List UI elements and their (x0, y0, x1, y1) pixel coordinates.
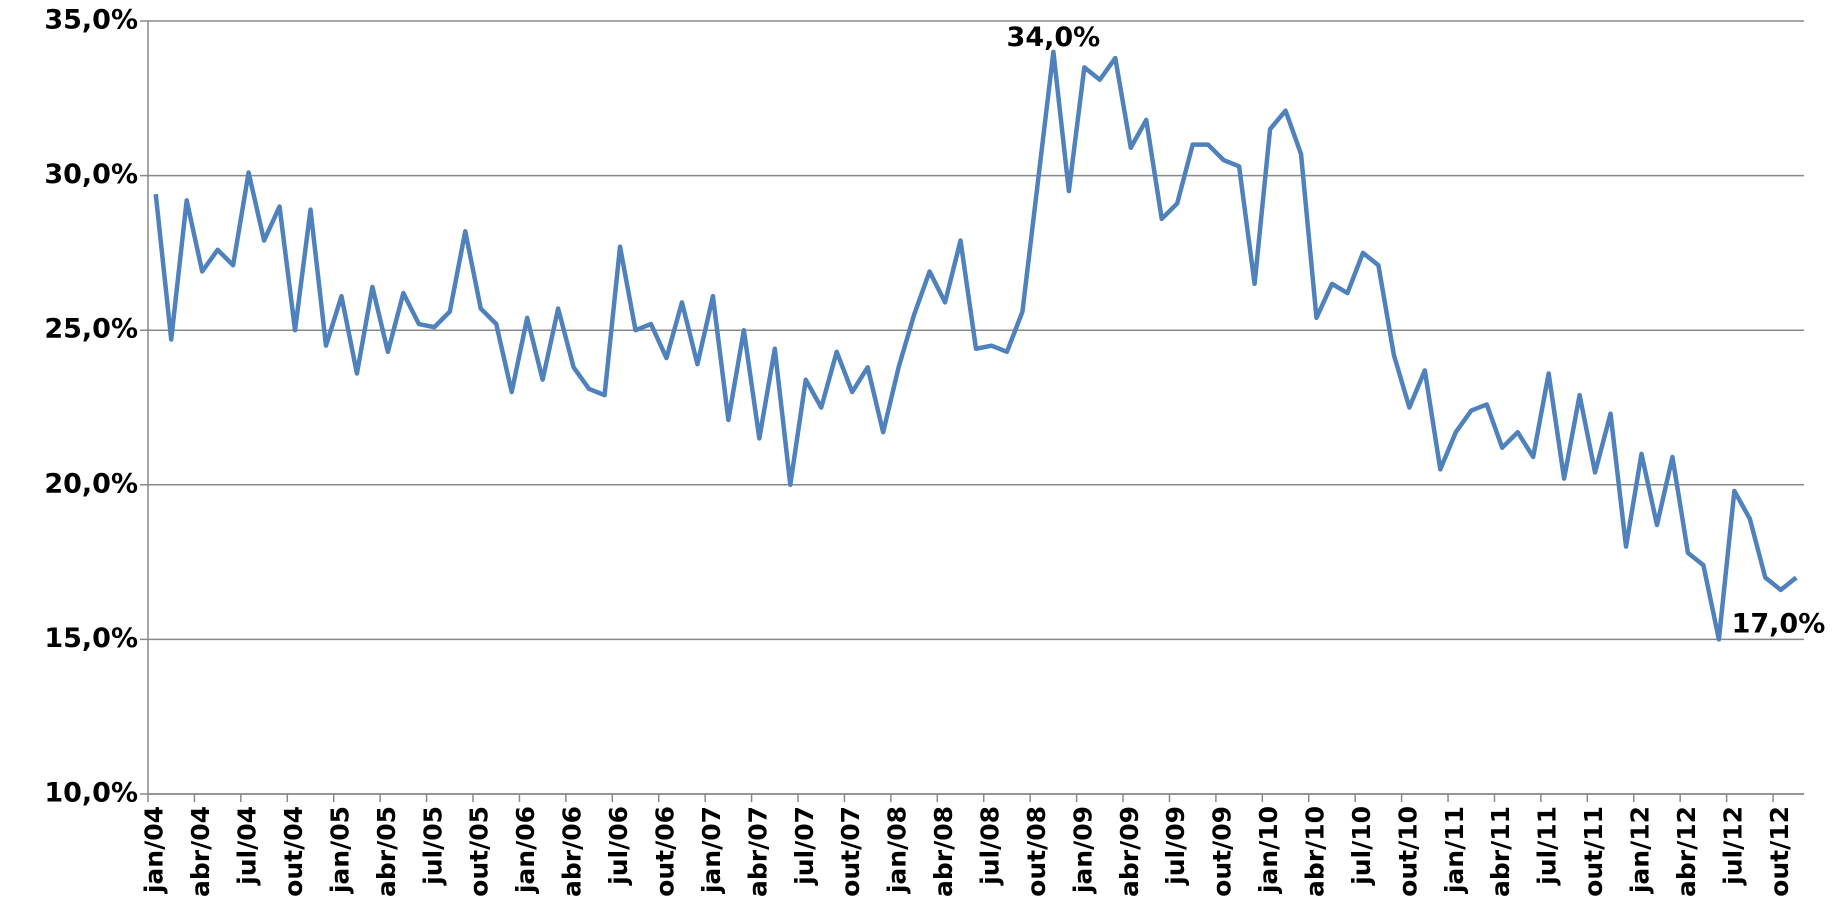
x-tick-label: out/12 (1765, 806, 1794, 897)
x-tick-label: out/10 (1393, 806, 1422, 897)
x-tick-label: jan/07 (697, 806, 726, 894)
x-tick-label: jan/09 (1068, 806, 1097, 894)
x-tick-label: jul/09 (1161, 806, 1190, 886)
x-tick-label: out/11 (1579, 806, 1608, 897)
x-tick-label: jan/12 (1625, 806, 1654, 894)
y-tick-label: 10,0% (44, 778, 138, 809)
x-tick-label: out/06 (650, 806, 679, 897)
x-tick-label: jan/11 (1440, 806, 1469, 894)
x-tick-label: out/04 (279, 806, 308, 897)
x-tick-label: jul/11 (1533, 806, 1562, 886)
x-tick-label: abr/07 (743, 806, 772, 897)
x-tick-label: jul/05 (418, 806, 447, 886)
x-tick-label: abr/06 (558, 806, 587, 897)
x-tick-label: out/09 (1208, 806, 1237, 897)
x-tick-label: abr/09 (1115, 806, 1144, 897)
x-tick-label: jul/12 (1718, 806, 1747, 886)
x-tick-label: abr/12 (1672, 806, 1701, 897)
x-tick-label: jan/10 (1254, 806, 1283, 894)
x-tick-label: jan/04 (140, 806, 169, 894)
x-tick-label: jan/08 (883, 806, 912, 894)
x-tick-label: abr/10 (1300, 806, 1329, 897)
y-tick-label: 30,0% (44, 159, 138, 190)
x-tick-label: abr/04 (186, 806, 215, 897)
x-tick-label: abr/11 (1486, 806, 1515, 897)
series-line (153, 49, 1798, 642)
y-tick-label: 20,0% (44, 468, 138, 499)
x-tick-label: jul/04 (233, 806, 262, 886)
x-tick-label: abr/05 (372, 806, 401, 897)
x-tick-label: jan/06 (511, 806, 540, 894)
x-tick-label: jan/05 (325, 806, 354, 894)
x-tick-label: abr/08 (929, 806, 958, 897)
y-tick-label: 15,0% (44, 623, 138, 654)
x-tick-label: jul/10 (1347, 806, 1376, 886)
x-tick-label: jul/08 (975, 806, 1004, 886)
x-tick-label: jul/06 (604, 806, 633, 886)
x-tick-label: out/05 (465, 806, 494, 897)
x-tick-label: jul/07 (790, 806, 819, 886)
x-tick-label: out/07 (836, 806, 865, 897)
y-tick-label: 25,0% (44, 314, 138, 345)
x-tick-label: out/08 (1022, 806, 1051, 897)
data-label: 34,0% (1007, 22, 1101, 53)
y-tick-label: 35,0% (44, 5, 138, 36)
data-label: 17,0% (1732, 609, 1826, 640)
